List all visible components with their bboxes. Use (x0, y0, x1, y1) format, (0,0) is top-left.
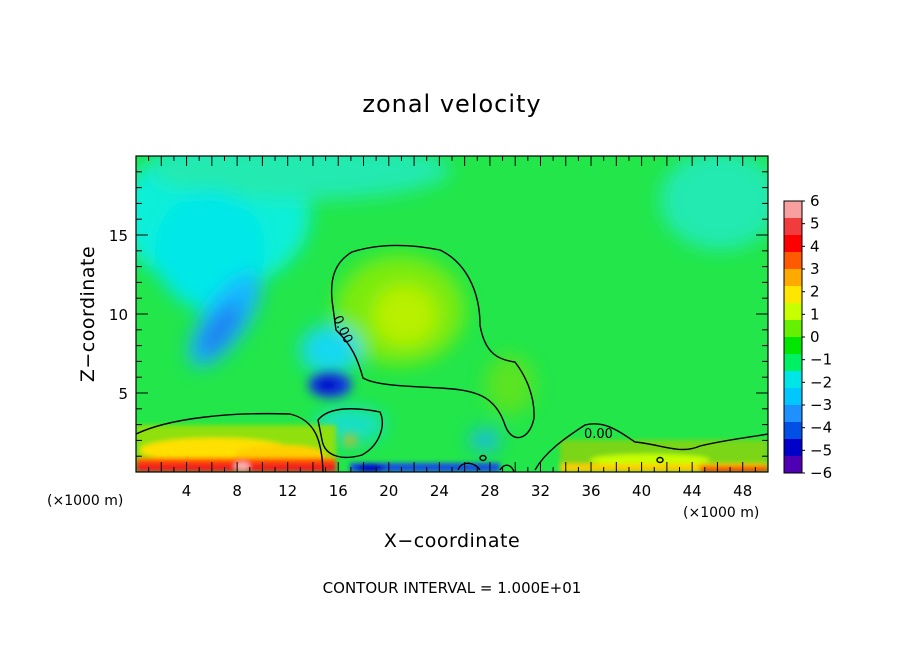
colorbar-tick-label: 3 (810, 260, 820, 278)
colorbar-tick-label: −5 (810, 441, 832, 459)
colorbar: 6 5 4 3 2 1 0 −1 −2 −3 −4 −5 −6 (783, 192, 832, 482)
colorbar-tick-label: 2 (810, 283, 820, 301)
x-tick-label: 44 (683, 482, 702, 500)
colorbar-swatch (784, 235, 802, 253)
colorbar-tick-label: 4 (810, 237, 820, 255)
colorbar-tick-label: −4 (810, 419, 832, 437)
colorbar-swatch (784, 354, 802, 372)
colorbar-tick-label: −3 (810, 396, 832, 414)
colorbar-tick-label: 6 (810, 192, 820, 210)
colorbar-swatch (784, 422, 802, 440)
x-tick-label: 28 (480, 482, 499, 500)
colorbar-swatch (784, 456, 802, 474)
colorbar-swatch (784, 269, 802, 287)
colorbar-swatch (784, 371, 802, 389)
y-axis: 5 10 15 (109, 171, 768, 457)
x-tick-label: 32 (531, 482, 550, 500)
x-tick-label: 20 (379, 482, 398, 500)
colorbar-swatch (784, 320, 802, 338)
zero-contours (136, 244, 768, 472)
contour-interval-note: CONTOUR INTERVAL = 1.000E+01 (323, 579, 582, 597)
colorbar-tick-label: 1 (810, 305, 820, 323)
colorbar-tick-label: 5 (810, 215, 820, 233)
x-tick-label: 12 (278, 482, 297, 500)
x-tick-label: 36 (581, 482, 600, 500)
colorbar-tick-label: −2 (810, 373, 832, 391)
colorbar-tick-label: −6 (810, 464, 832, 482)
y-axis-label: Z−coordinate (77, 246, 99, 382)
colorbar-swatch (784, 286, 802, 304)
x-tick-label: 48 (733, 482, 752, 500)
colorbar-tick-label: −1 (810, 351, 832, 369)
x-axis-label: X−coordinate (384, 530, 520, 552)
x-tick-label: 8 (232, 482, 242, 500)
colorbar-tick-label: 0 (810, 328, 820, 346)
x-tick-label: 24 (430, 482, 449, 500)
x-tick-label: 40 (632, 482, 651, 500)
colorbar-swatch (784, 218, 802, 236)
colorbar-swatch (784, 201, 802, 219)
heatmap-field (136, 156, 768, 472)
x-tick-label: 16 (329, 482, 348, 500)
colorbar-swatch (784, 252, 802, 270)
colorbar-swatch (784, 303, 802, 321)
y-tick-label: 15 (109, 227, 128, 245)
x-unit-label-right: (×1000 m) (683, 505, 759, 521)
y-tick-label: 10 (109, 306, 128, 324)
contour-label-zero-2: 0.00 (584, 427, 613, 442)
x-unit-label-left: (×1000 m) (47, 493, 123, 509)
colorbar-swatch (784, 405, 802, 423)
colorbar-swatch (784, 439, 802, 457)
x-tick-label: 4 (182, 482, 192, 500)
y-tick-label: 5 (118, 385, 128, 403)
x-axis: 4 8 12 16 20 24 28 32 36 40 44 48 (148, 156, 756, 500)
colorbar-swatch (784, 388, 802, 406)
chart-title: zonal velocity (362, 90, 541, 118)
colorbar-swatch (784, 337, 802, 355)
